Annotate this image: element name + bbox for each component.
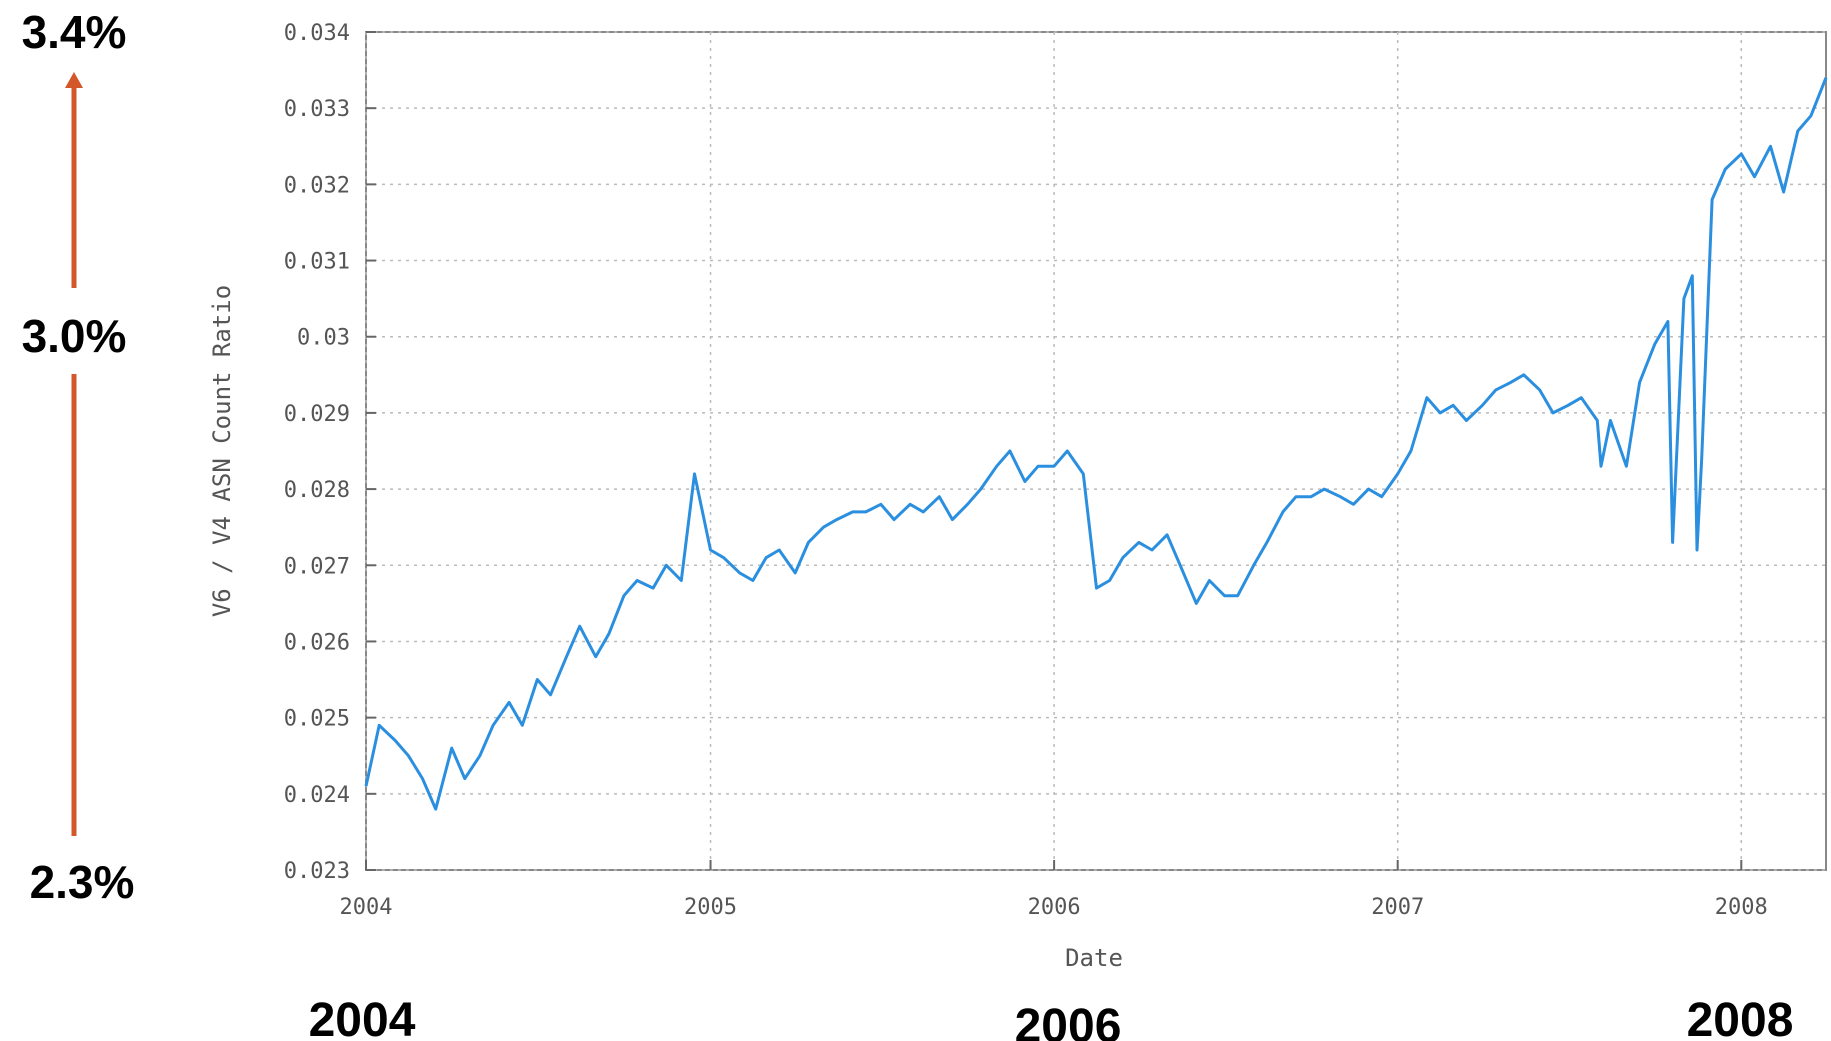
x-tick-label: 2004 <box>340 895 393 920</box>
y-tick-label: 0.032 <box>284 173 350 198</box>
plot-frame <box>365 31 1827 871</box>
annotation-year-mid: 2006 <box>1015 1000 1122 1041</box>
annotation-bottom-value: 2.3% <box>30 856 135 908</box>
y-tick-label: 0.026 <box>284 630 350 655</box>
y-tick-label: 0.023 <box>284 859 350 884</box>
y-tick-label: 0.034 <box>284 21 350 46</box>
y-axis-title: V6 / V4 ASN Count Ratio <box>208 285 236 617</box>
x-tick-label: 2006 <box>1028 895 1081 920</box>
x-tick-label: 2005 <box>684 895 737 920</box>
x-tick-label: 2007 <box>1371 895 1424 920</box>
series-line <box>364 77 1828 811</box>
annotation-year-end: 2008 <box>1687 994 1794 1041</box>
y-tick-label: 0.025 <box>284 707 350 732</box>
annotation-top-value: 3.4% <box>22 6 127 58</box>
y-tick-label: 0.033 <box>284 97 350 122</box>
y-tick-label: 0.029 <box>284 402 350 427</box>
y-tick-label: 0.027 <box>284 554 350 579</box>
y-tick-label: 0.024 <box>284 783 350 808</box>
arrow-head-icon <box>65 72 83 88</box>
annotation-year-start: 2004 <box>309 994 416 1041</box>
annotation-middle-value: 3.0% <box>22 310 127 362</box>
tick-layer: 0.023 0.024 0.025 0.026 0.027 0.028 0.029 0.03 0… <box>284 21 1768 920</box>
y-tick-label: 0.028 <box>284 478 350 503</box>
x-axis-title: Date <box>1065 944 1123 972</box>
y-tick-label: 0.031 <box>284 250 350 275</box>
y-tick-label: 0.03 <box>297 326 350 351</box>
grid-layer <box>365 31 1826 871</box>
series-layer <box>364 77 1828 811</box>
x-tick-label: 2008 <box>1715 895 1768 920</box>
